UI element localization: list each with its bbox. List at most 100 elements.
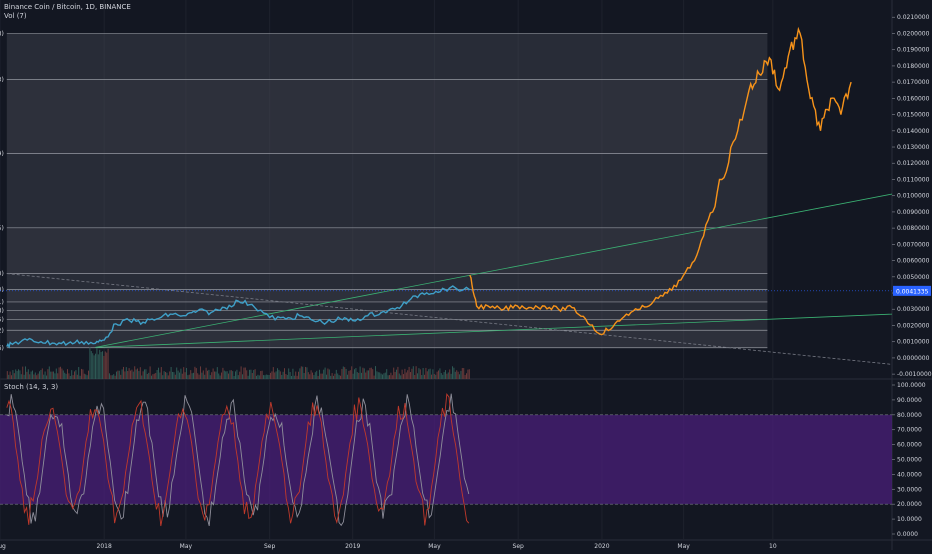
volume-bar [166, 372, 168, 379]
volume-bar [319, 369, 321, 379]
fib-level-label: 2.618(0.0125909) [0, 151, 4, 158]
volume-bar [446, 373, 448, 379]
volume-bar [204, 374, 206, 379]
volume-bar [97, 354, 99, 379]
volume-bar [127, 371, 129, 379]
volume-bar [387, 375, 389, 379]
trendlines[interactable] [6, 193, 893, 365]
stoch-tick-label: 0.0000 [897, 531, 918, 538]
volume-bar [404, 368, 406, 379]
fib-level-label: 1(0.0051960) [0, 271, 4, 278]
volume-bar [361, 372, 363, 379]
volume-bar [81, 368, 83, 379]
volume-bar [254, 369, 256, 379]
volume-bar [141, 375, 143, 379]
volume-bar [18, 369, 20, 379]
volume-bar [134, 366, 136, 379]
volume-bar [426, 371, 428, 379]
fib-zone [6, 319, 768, 331]
volume-bar [26, 371, 28, 379]
trendline[interactable] [95, 193, 893, 348]
volume-bar [369, 367, 371, 379]
volume-bar [445, 370, 447, 379]
volume-bar [96, 348, 98, 379]
volume-bar [202, 370, 204, 379]
volume-bar [138, 370, 140, 379]
fib-retracement[interactable]: 4.236(0.0199858) 3.618(0.0171613) 2.618(0.… [0, 31, 768, 352]
stoch-axis[interactable]: 100.0000 90.0000 80.0000 70.0000 60.0000 50.0… [892, 382, 926, 538]
price-axis[interactable]: 0.0210000 0.0200000 0.0190000 0.0180000 0.01… [0, 14, 932, 378]
volume-bar [313, 375, 315, 379]
volume-bar [383, 373, 385, 379]
volume-bar [69, 375, 71, 379]
volume-bar [65, 373, 67, 379]
volume-bar [61, 368, 63, 379]
volume-bar [379, 372, 381, 379]
volume-bar [306, 367, 308, 379]
volume-bar [128, 368, 130, 379]
trendline[interactable] [95, 313, 893, 348]
volume-bar [88, 370, 90, 379]
current-price-badge[interactable] [893, 285, 931, 296]
volume-bar [37, 373, 39, 379]
volume-bar [137, 368, 139, 379]
volume-bar [432, 369, 434, 379]
volume-bar [74, 371, 76, 379]
time-axis[interactable]: Aug 2018 May Sep 2019 May Sep 2020 May 10 [0, 543, 777, 550]
volume-bar [89, 347, 91, 379]
volume-bar [271, 371, 273, 379]
price-tick-label: 0.0120000 [897, 160, 930, 167]
volume-bar [414, 375, 416, 379]
volume-bar [214, 371, 216, 379]
volume-bar [12, 370, 14, 379]
volume-bar [279, 371, 281, 379]
volume-bar [400, 375, 402, 379]
price-tick-label: 0.0100000 [897, 193, 930, 200]
volume-bar [58, 367, 60, 379]
price-tick-label: 0.0200000 [897, 30, 930, 37]
volume-bar [373, 375, 375, 379]
volume-bar [46, 375, 48, 379]
projected-price-line [469, 26, 852, 336]
volume-bar [246, 370, 248, 379]
volume-bar [443, 372, 445, 379]
volume-bar [316, 370, 318, 379]
stoch-band [0, 414, 892, 505]
time-tick-label: May [428, 543, 441, 550]
volume-bar [183, 367, 185, 379]
volume-bar [30, 371, 32, 379]
volume-bar [125, 367, 127, 379]
stoch-tick-label: 70.0000 [897, 427, 922, 434]
volume-bar [412, 366, 414, 379]
volume-bar [326, 374, 328, 379]
volume-bar [327, 368, 329, 379]
volume-bar [411, 368, 413, 379]
volume-bar [104, 351, 106, 379]
volume-bar [261, 370, 263, 379]
volume-bar [310, 370, 312, 379]
volume-bar [352, 373, 354, 379]
volume-bar [250, 369, 252, 379]
volume-bar [284, 368, 286, 379]
volume-bar [286, 374, 288, 379]
volume-bar [298, 371, 300, 379]
price-tick-label: 0.0030000 [897, 306, 930, 313]
volume-bars [6, 347, 470, 379]
volume-bar [328, 369, 330, 379]
volume-bar [461, 367, 463, 379]
stoch-pane [0, 393, 892, 527]
volume-bar [362, 367, 364, 379]
price-tick-label: 0.0190000 [897, 47, 930, 54]
volume-bar [209, 375, 211, 379]
volume-bar [225, 371, 227, 379]
volume-bar [320, 373, 322, 379]
volume-bar [20, 374, 22, 379]
volume-bar [323, 369, 325, 379]
volume-bar [229, 370, 231, 379]
volume-bar [289, 372, 291, 379]
volume-bar [314, 372, 316, 379]
volume-bar [109, 373, 111, 379]
volume-bar [345, 368, 347, 379]
dashed-trendline[interactable] [6, 273, 893, 365]
